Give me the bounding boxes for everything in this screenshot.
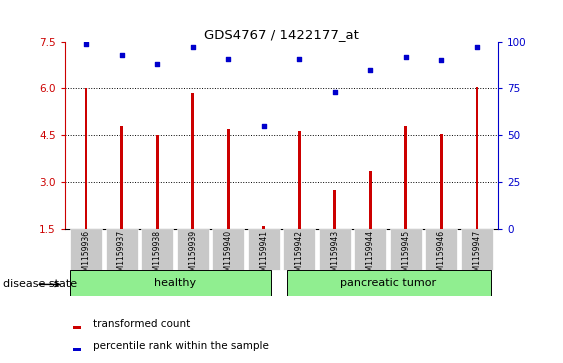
- Point: [259, 123, 268, 129]
- Bar: [283, 229, 315, 231]
- Text: percentile rank within the sample: percentile rank within the sample: [93, 341, 269, 351]
- Text: GSM1159937: GSM1159937: [117, 230, 126, 281]
- Bar: [283, 229, 315, 270]
- Bar: [84, 89, 87, 229]
- Point: [366, 67, 375, 73]
- Bar: [369, 171, 372, 229]
- Bar: [440, 134, 443, 229]
- Point: [117, 52, 126, 58]
- Bar: [319, 229, 351, 270]
- Text: GSM1159943: GSM1159943: [330, 230, 339, 281]
- Text: disease state: disease state: [3, 279, 77, 289]
- Bar: [354, 229, 386, 270]
- Bar: [404, 126, 407, 229]
- Bar: [73, 348, 81, 351]
- Bar: [461, 229, 493, 231]
- Bar: [390, 229, 422, 270]
- Bar: [156, 135, 159, 229]
- Title: GDS4767 / 1422177_at: GDS4767 / 1422177_at: [204, 28, 359, 41]
- Text: pancreatic tumor: pancreatic tumor: [340, 278, 436, 288]
- Bar: [191, 93, 194, 229]
- Text: GSM1159944: GSM1159944: [366, 230, 375, 281]
- Bar: [141, 229, 173, 231]
- Bar: [248, 229, 280, 231]
- Point: [188, 44, 197, 50]
- Bar: [461, 229, 493, 270]
- Text: GSM1159942: GSM1159942: [295, 230, 304, 281]
- Text: GSM1159938: GSM1159938: [153, 230, 162, 281]
- Bar: [73, 326, 81, 329]
- Bar: [262, 225, 265, 229]
- Bar: [319, 229, 351, 231]
- Point: [330, 89, 339, 95]
- Bar: [390, 229, 422, 231]
- Text: GSM1159936: GSM1159936: [82, 230, 91, 281]
- Point: [437, 57, 446, 63]
- Text: GSM1159945: GSM1159945: [401, 230, 410, 281]
- Bar: [70, 229, 102, 270]
- Text: GSM1159941: GSM1159941: [259, 230, 268, 281]
- Bar: [426, 229, 457, 270]
- Text: GSM1159939: GSM1159939: [188, 230, 197, 281]
- Bar: [120, 126, 123, 229]
- Text: GSM1159947: GSM1159947: [472, 230, 481, 281]
- Point: [82, 41, 91, 46]
- Text: healthy: healthy: [154, 278, 196, 288]
- Point: [401, 54, 410, 60]
- Bar: [212, 229, 244, 231]
- Text: transformed count: transformed count: [93, 319, 190, 329]
- Bar: [227, 129, 230, 229]
- Bar: [287, 270, 491, 296]
- Point: [153, 61, 162, 67]
- Bar: [141, 229, 173, 270]
- Bar: [177, 229, 209, 231]
- Bar: [177, 229, 209, 270]
- Text: GSM1159946: GSM1159946: [437, 230, 446, 281]
- Text: GSM1159940: GSM1159940: [224, 230, 233, 281]
- Bar: [106, 229, 137, 270]
- Bar: [106, 229, 137, 231]
- Bar: [212, 229, 244, 270]
- Point: [224, 56, 233, 61]
- Bar: [70, 270, 271, 296]
- Point: [295, 56, 304, 61]
- Bar: [426, 229, 457, 231]
- Bar: [248, 229, 280, 270]
- Bar: [354, 229, 386, 231]
- Point: [472, 44, 481, 50]
- Bar: [70, 229, 102, 231]
- Bar: [298, 131, 301, 229]
- Bar: [333, 190, 336, 229]
- Bar: [476, 87, 479, 229]
